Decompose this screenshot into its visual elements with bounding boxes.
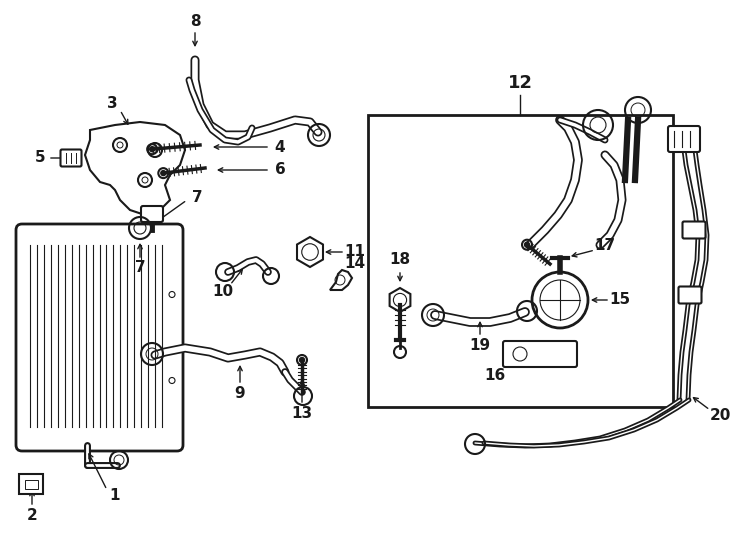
- Polygon shape: [85, 122, 185, 215]
- Polygon shape: [390, 288, 410, 312]
- Bar: [368, 115, 673, 407]
- Text: 18: 18: [390, 253, 410, 267]
- Text: 6: 6: [275, 163, 286, 178]
- FancyBboxPatch shape: [678, 287, 702, 303]
- Text: 2: 2: [26, 508, 37, 523]
- Text: 20: 20: [709, 408, 730, 423]
- Text: 9: 9: [235, 386, 245, 401]
- Text: 1: 1: [110, 488, 120, 503]
- Text: 16: 16: [484, 368, 506, 382]
- Circle shape: [161, 171, 166, 176]
- Polygon shape: [297, 237, 323, 267]
- FancyBboxPatch shape: [24, 480, 37, 489]
- Text: 19: 19: [470, 338, 490, 353]
- Text: 13: 13: [291, 406, 313, 421]
- FancyBboxPatch shape: [668, 126, 700, 152]
- Text: 7: 7: [192, 190, 203, 205]
- Text: 17: 17: [595, 238, 616, 253]
- Circle shape: [150, 147, 155, 152]
- Text: 11: 11: [344, 245, 366, 260]
- Text: 5: 5: [34, 151, 46, 165]
- Circle shape: [525, 242, 529, 247]
- Text: 10: 10: [212, 285, 233, 300]
- FancyBboxPatch shape: [16, 224, 183, 451]
- FancyBboxPatch shape: [19, 474, 43, 494]
- Text: 14: 14: [344, 256, 366, 272]
- FancyBboxPatch shape: [503, 341, 577, 367]
- Circle shape: [299, 357, 305, 362]
- Text: 15: 15: [609, 293, 631, 307]
- Text: 4: 4: [275, 139, 286, 154]
- Text: 7: 7: [134, 260, 145, 275]
- Text: 12: 12: [507, 74, 532, 92]
- Text: 8: 8: [189, 15, 200, 30]
- FancyBboxPatch shape: [683, 221, 705, 239]
- FancyBboxPatch shape: [60, 150, 81, 166]
- FancyBboxPatch shape: [141, 206, 163, 222]
- Polygon shape: [330, 270, 352, 290]
- Text: 3: 3: [106, 96, 117, 111]
